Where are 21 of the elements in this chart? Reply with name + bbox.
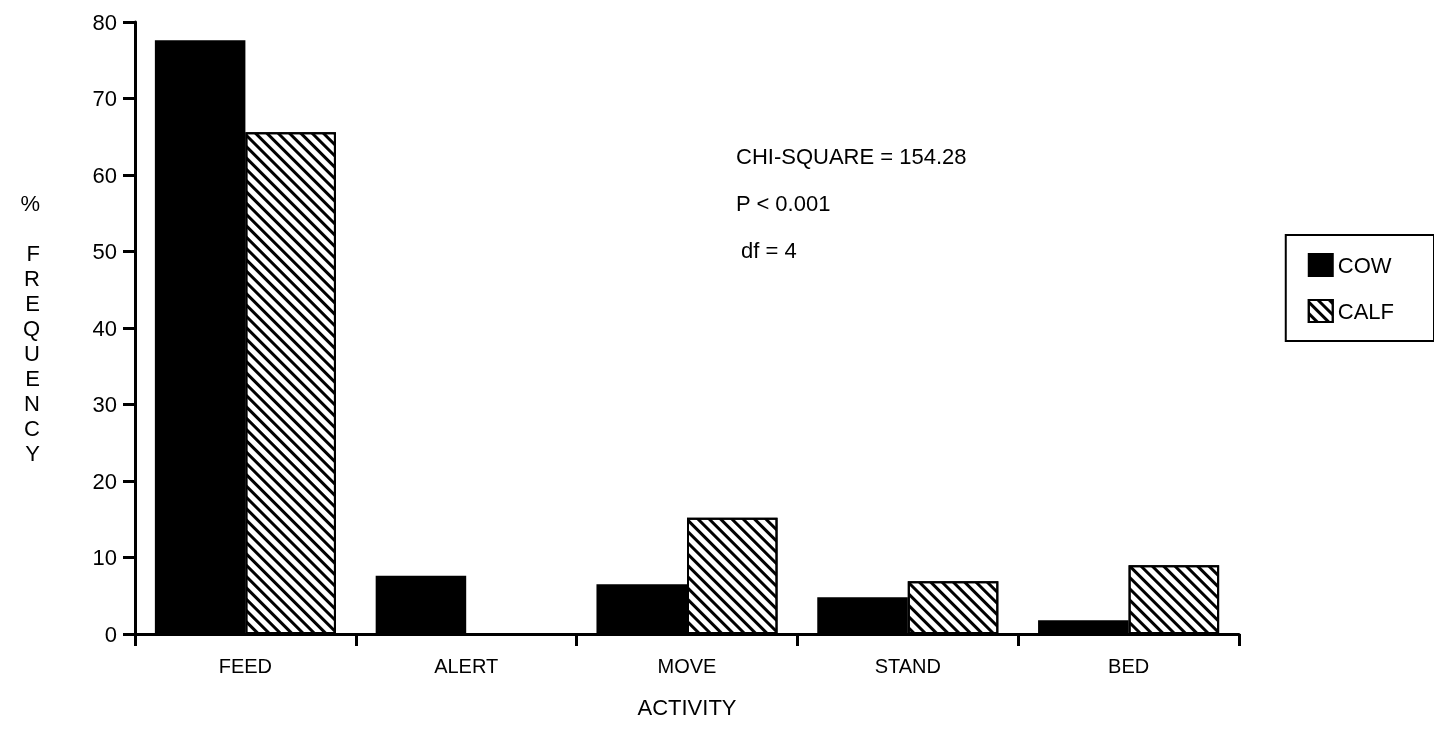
text: % FREQUENCY bbox=[20, 190, 40, 466]
y-tick-label: 50 bbox=[92, 239, 117, 264]
y-tick-label: 20 bbox=[92, 468, 117, 494]
x-axis-title: ACTIVITY bbox=[637, 694, 737, 720]
x-tick-label: BED bbox=[1108, 655, 1150, 677]
legend-label: CALF bbox=[1337, 298, 1395, 324]
x-tick-label: ALERT bbox=[434, 655, 499, 677]
annotation: df = 4 bbox=[741, 237, 797, 263]
x-tick-label: FEED bbox=[218, 655, 273, 677]
y-tick-label: 80 bbox=[92, 9, 117, 35]
annotation: CHI-SQUARE = 154.28 bbox=[736, 143, 967, 169]
y-tick-label: 60 bbox=[92, 162, 117, 188]
legend-label: COW bbox=[1337, 252, 1392, 278]
y-tick-label: 70 bbox=[92, 86, 117, 111]
y-tick-label: 40 bbox=[92, 315, 117, 341]
x-tick-label: MOVE bbox=[657, 655, 717, 677]
annotation: P < 0.001 bbox=[736, 190, 831, 216]
x-tick-label: STAND bbox=[874, 655, 941, 677]
y-tick-label: 30 bbox=[92, 392, 117, 417]
y-tick-label: 0 bbox=[104, 621, 117, 647]
y-tick-label: 10 bbox=[92, 545, 117, 570]
